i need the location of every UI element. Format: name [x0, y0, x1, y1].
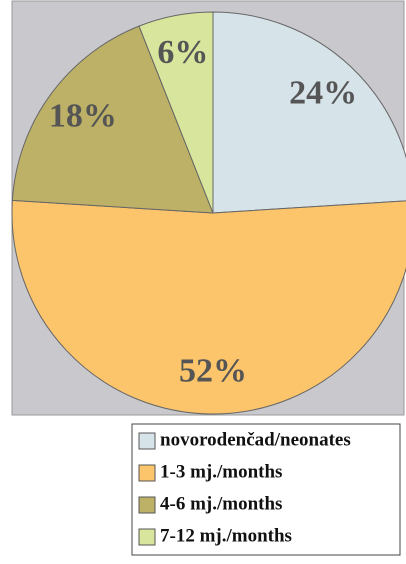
data-label: 24% [289, 75, 357, 112]
data-label: 18% [49, 97, 117, 134]
legend-label: novorodenčad/neonates [160, 429, 351, 450]
data-label: 52% [179, 353, 247, 390]
legend-label: 4-6 mj./months [160, 493, 282, 514]
data-label: 6% [157, 34, 208, 71]
pie-slice [138, 11, 214, 214]
legend-swatch [138, 496, 156, 514]
pie-slice [11, 25, 214, 214]
legend-label: 1-3 mj./months [160, 461, 282, 482]
legend-label: 7-12 mj./months [160, 525, 292, 546]
legend-swatch [138, 464, 156, 482]
legend-swatch [138, 528, 156, 546]
legend-box [131, 423, 401, 556]
pie-slice [11, 199, 406, 415]
pie-slice [212, 11, 406, 214]
legend-swatch [138, 432, 156, 450]
